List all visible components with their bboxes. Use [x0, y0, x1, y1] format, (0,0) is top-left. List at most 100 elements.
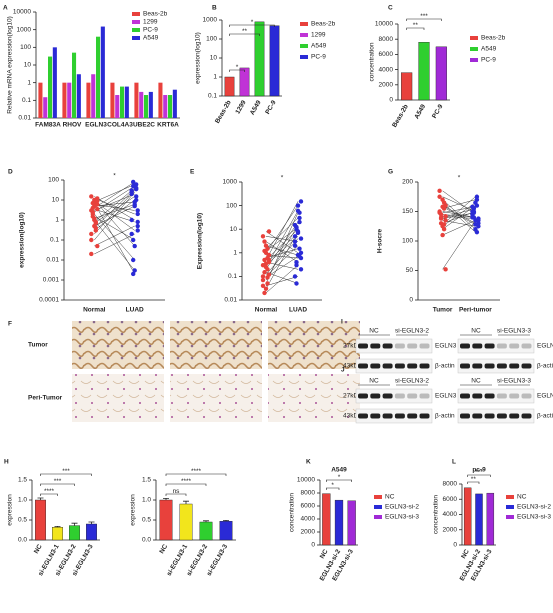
dot — [298, 199, 304, 204]
y-axis-label: Relative mRNA expression(log10) — [7, 16, 14, 114]
dot — [440, 232, 445, 238]
y-tick-label: 100 — [226, 202, 237, 209]
significance-label: *** — [54, 478, 62, 485]
dot — [470, 204, 475, 209]
bar — [43, 97, 48, 118]
dot — [131, 179, 136, 185]
dot — [297, 215, 302, 221]
chart-title: A549 — [331, 467, 347, 474]
dot — [265, 246, 270, 251]
group-label: NC — [369, 328, 379, 335]
marker-label: 43kD — [343, 363, 358, 370]
dot — [476, 216, 481, 221]
pair-line — [442, 220, 476, 236]
dot — [135, 211, 140, 217]
dot — [90, 200, 96, 206]
legend-label: PC-9 — [311, 54, 326, 61]
dot — [294, 259, 299, 265]
protein-label: EGLN3 — [435, 393, 457, 400]
x-tick-label: PC-9 — [264, 99, 278, 116]
y-tick-label: 0.0001 — [39, 297, 59, 304]
bar — [38, 82, 43, 118]
bar — [52, 47, 57, 119]
significance-label: ** — [242, 28, 248, 35]
blot-band — [407, 343, 418, 349]
dot — [437, 210, 442, 215]
pair-line — [442, 206, 476, 225]
y-tick-label: 2000 — [379, 82, 394, 89]
bar — [163, 95, 168, 118]
y-tick-label: 0 — [409, 297, 413, 304]
x-tick-label: NC — [460, 548, 471, 560]
panel-label: G — [388, 169, 393, 176]
legend-label: A549 — [143, 35, 159, 42]
error-bar — [203, 520, 209, 522]
bar — [134, 82, 139, 118]
blot-band — [382, 343, 393, 349]
bar — [475, 493, 483, 546]
chart-title: pc-9 — [472, 467, 486, 474]
bar — [72, 52, 77, 118]
y-tick-label: 10000 — [13, 9, 31, 16]
bar — [86, 523, 97, 541]
significance-label: *** — [62, 468, 70, 475]
legend-swatch — [470, 58, 478, 62]
dot — [292, 239, 298, 244]
blot-band — [472, 413, 483, 419]
blot-strip — [355, 408, 433, 424]
blot-band — [509, 363, 520, 369]
dot — [263, 264, 269, 270]
protein-label: β-actin — [537, 363, 553, 370]
bar — [199, 521, 213, 541]
pair-line — [94, 191, 135, 241]
significance-label: * — [458, 175, 461, 182]
blot-band — [382, 363, 393, 369]
legend-label: EGLN3-si-3 — [385, 514, 419, 521]
dot — [263, 261, 269, 266]
bar — [62, 82, 67, 118]
legend-label: PC-9 — [481, 57, 496, 64]
blot-band — [472, 393, 483, 399]
panel-label: B — [212, 5, 217, 12]
legend-label: 1299 — [143, 19, 158, 26]
y-tick-label: 200 — [402, 179, 413, 186]
x-tick-label: NC — [158, 543, 169, 555]
error-bar — [183, 500, 189, 504]
bar — [67, 82, 72, 118]
ihc-image — [72, 321, 164, 369]
panel-label: A — [3, 5, 8, 12]
dot — [298, 267, 304, 272]
y-tick-label: 100 — [48, 177, 59, 184]
blot-band — [521, 393, 532, 399]
y-tick-label: 100 — [206, 36, 217, 43]
bar — [322, 493, 331, 546]
error-bar — [88, 521, 95, 524]
y-tick-label: 8000 — [379, 36, 394, 43]
blot-band — [358, 393, 368, 399]
pair-line — [442, 190, 476, 215]
x-tick-label: Tumor — [433, 307, 453, 314]
y-axis-label: expression — [130, 494, 137, 526]
bar — [168, 95, 173, 118]
dot — [129, 231, 134, 237]
x-tick-label: KRT6A — [157, 122, 179, 129]
pair-line — [265, 224, 299, 281]
bar — [239, 67, 250, 97]
y-tick-label: 0 — [311, 542, 315, 549]
pair-line — [265, 217, 299, 249]
significance-bracket — [229, 24, 275, 27]
y-tick-label: 1 — [27, 79, 31, 86]
x-tick-label: LUAD — [126, 307, 144, 314]
dot — [260, 274, 266, 279]
dot — [292, 274, 298, 279]
pair-line — [442, 202, 476, 227]
row-label: Peri-Tumor — [28, 395, 63, 402]
bar — [179, 503, 193, 541]
bar — [96, 36, 101, 118]
pair-line — [94, 233, 135, 255]
dot — [132, 202, 137, 207]
blot-band — [460, 393, 470, 399]
bar — [139, 91, 144, 118]
significance-bracket — [165, 483, 207, 486]
significance-label: * — [281, 175, 284, 182]
